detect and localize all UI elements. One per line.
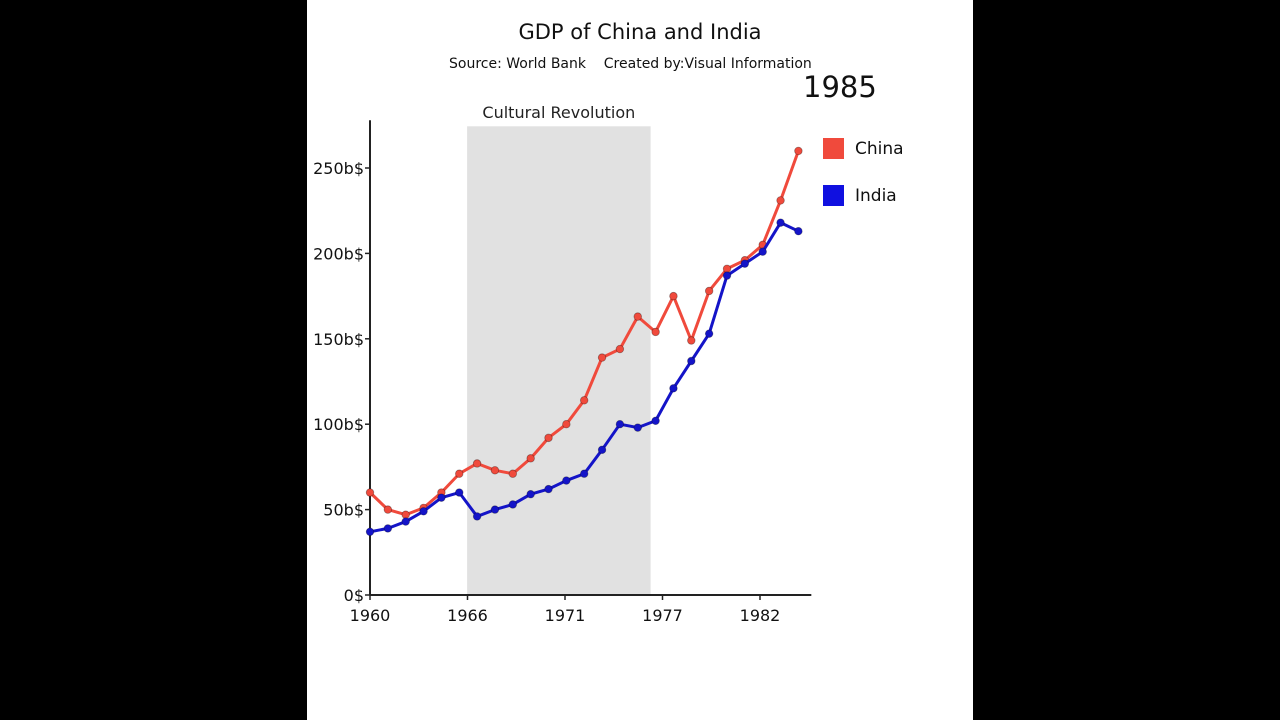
data-point-india [704,329,714,338]
data-point-china [580,396,589,405]
legend-label-china: China [855,138,904,159]
data-point-india [794,226,803,236]
data-point-india [740,259,750,268]
data-point-china [383,505,393,514]
data-point-india [508,500,517,509]
data-point-india [437,493,446,502]
legend-label-india: India [855,185,897,206]
data-point-china [562,420,571,429]
x-tick-label: 1971 [545,606,586,625]
cultural-revolution-band [467,126,651,597]
data-point-india [365,527,375,537]
data-point-india [401,517,410,526]
data-point-china [633,312,642,321]
data-point-india [526,490,535,499]
data-point-india [633,423,642,432]
chart-panel: GDP of China and India Source: World Ban… [307,0,973,720]
data-point-india [490,505,500,514]
data-point-china [704,286,714,296]
chart-title: GDP of China and India [518,20,762,44]
annotation-label: Cultural Revolution [482,103,635,122]
y-tick-label: 0$ [344,586,364,605]
data-point-china [455,469,464,478]
data-point-india [562,476,571,485]
y-tick-label: 100b$ [313,415,364,434]
data-point-india [651,416,660,425]
legend-item-china: China [823,138,904,159]
legend-swatch-india [823,185,844,206]
data-point-china [490,466,500,475]
line-chart: Cultural Revolution 0$ 50b$ 100b$ 150b$ 200b$… [313,103,812,625]
data-point-india [455,488,464,497]
data-point-china [472,459,482,468]
data-point-india [419,507,428,516]
chart-subtitle: Source: World Bank Created by:Visual Inf… [449,56,812,72]
data-point-china [597,353,607,362]
data-point-india [580,469,589,478]
data-point-china [669,291,678,301]
y-tick-label: 50b$ [323,501,364,520]
data-point-china [365,488,375,497]
data-point-india [383,524,393,533]
legend-swatch-china [823,138,844,159]
x-tick-label: 1982 [740,606,781,625]
data-point-india [544,484,553,494]
data-point-india [758,247,767,256]
data-point-china [615,344,625,354]
data-point-india [615,420,625,429]
y-tick-label: 250b$ [313,159,364,178]
data-point-india [472,512,482,521]
legend-item-india: India [823,185,897,206]
x-tick-label: 1977 [642,606,683,625]
current-year-label: 1985 [803,70,877,104]
data-point-india [597,445,607,455]
y-tick-label: 150b$ [313,330,364,349]
data-point-india [669,384,678,393]
data-point-china [687,336,696,345]
data-point-china [651,327,660,337]
data-point-china [526,454,535,463]
x-tick-label: 1960 [350,606,391,625]
data-point-china [776,196,785,205]
data-point-india [776,218,785,227]
y-tick-label: 200b$ [313,244,364,263]
data-point-india [687,356,696,366]
data-point-china [794,146,803,156]
data-point-india [722,271,732,280]
data-point-china [508,469,517,478]
data-point-china [544,433,553,443]
x-tick-label: 1966 [447,606,488,625]
